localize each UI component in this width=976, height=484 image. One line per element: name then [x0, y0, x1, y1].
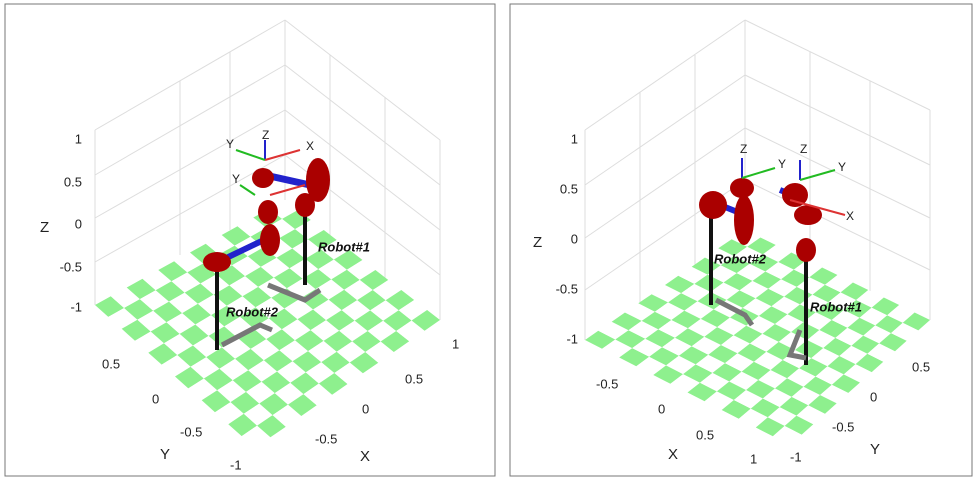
figure: Z Y X 1 0.5 0 -0.5 -1 0.5 0 -0.5 -1 1 0.… [0, 0, 976, 479]
z-tick-label: 0 [571, 231, 578, 246]
robot-label: Robot#1 [318, 239, 370, 254]
x-tick-label: 0.5 [405, 371, 423, 386]
z-tick-label: -1 [70, 299, 82, 314]
frame-label: X [306, 139, 314, 153]
robot-label: Robot#2 [226, 304, 279, 319]
frame-label: Y [838, 160, 846, 174]
robot-label: Robot#1 [810, 299, 862, 314]
frame-label: X [846, 209, 854, 223]
x-tick-label: 0 [658, 401, 665, 416]
x-tick-label: 0 [362, 401, 369, 416]
y-axis-label: Y [870, 441, 880, 458]
frame-label: Z [740, 142, 747, 156]
y-tick-label: 0 [870, 389, 877, 404]
x-tick-label: 1 [452, 336, 459, 351]
y-tick-label: -0.5 [832, 419, 854, 434]
z-tick-label: 1 [75, 131, 82, 146]
x-tick-label: -0.5 [596, 376, 618, 391]
x-axis-label: X [360, 448, 370, 465]
frame-label: Z [262, 128, 269, 142]
z-tick-label: -1 [566, 331, 578, 346]
z-axis-label: Z [533, 234, 542, 251]
y-axis-label: Y [160, 446, 170, 463]
z-tick-label: -0.5 [556, 281, 578, 296]
z-tick-label: 0.5 [64, 174, 82, 189]
y-tick-label: 0 [152, 391, 159, 406]
robot-label: Robot#2 [714, 251, 767, 266]
y-tick-label: -0.5 [180, 424, 202, 439]
frame-label: Y [778, 157, 786, 171]
frame-label: Y [226, 137, 234, 151]
z-tick-label: 0.5 [560, 181, 578, 196]
frame-label: Z [800, 142, 807, 156]
z-tick-label: 0 [75, 216, 82, 231]
x-tick-label: 1 [750, 451, 757, 466]
y-tick-label: 0.5 [102, 356, 120, 371]
x-tick-label: 0.5 [696, 427, 714, 442]
z-axis-label: Z [40, 219, 49, 236]
frame-label: Y [232, 172, 240, 186]
x-axis-label: X [668, 446, 678, 463]
y-tick-label: -1 [790, 449, 802, 464]
z-tick-label: 1 [571, 131, 578, 146]
y-tick-label: -1 [230, 457, 242, 472]
z-tick-label: -0.5 [60, 259, 82, 274]
x-tick-label: -0.5 [315, 431, 337, 446]
y-tick-label: 0.5 [912, 359, 930, 374]
